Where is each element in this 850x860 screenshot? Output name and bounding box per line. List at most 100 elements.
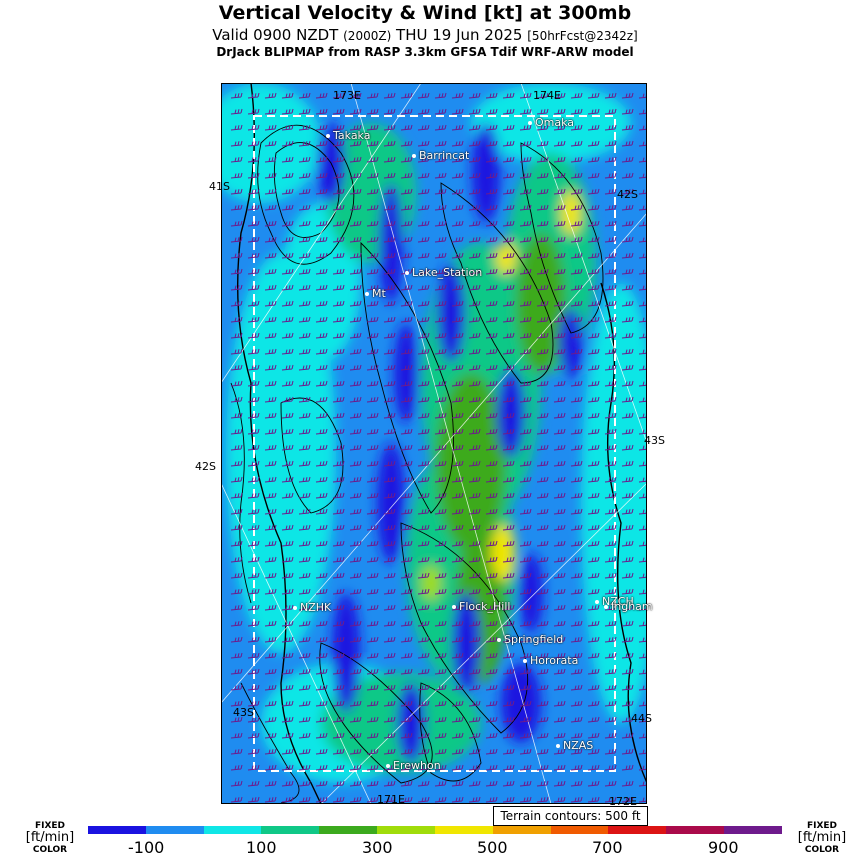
wind-barb xyxy=(230,796,243,803)
wind-barb xyxy=(230,332,243,339)
wind-barb xyxy=(536,172,549,179)
wind-barb xyxy=(519,492,532,499)
wind-barb xyxy=(349,316,362,323)
wind-barb xyxy=(451,540,464,547)
wind-barb xyxy=(400,412,413,419)
wind-barb xyxy=(332,540,345,547)
wind-barb xyxy=(485,172,498,179)
wind-barb xyxy=(519,428,532,435)
wind-barb xyxy=(536,108,549,115)
wind-barb xyxy=(468,540,481,547)
wind-barb xyxy=(400,220,413,227)
wind-barb xyxy=(536,188,549,195)
wind-barb xyxy=(519,268,532,275)
wind-barb xyxy=(264,540,277,547)
wind-barb xyxy=(230,668,243,675)
wind-barb xyxy=(587,140,600,147)
wind-barb xyxy=(553,444,566,451)
color-scale-segment xyxy=(608,826,667,834)
wind-barb xyxy=(536,444,549,451)
wind-barb xyxy=(400,684,413,691)
wind-barb xyxy=(451,764,464,771)
wind-barb xyxy=(366,188,379,195)
wind-barb xyxy=(570,540,583,547)
wind-barb xyxy=(604,604,617,611)
wind-barb xyxy=(621,732,634,739)
wind-barb xyxy=(383,588,396,595)
wind-barb xyxy=(570,124,583,131)
wind-barb xyxy=(264,780,277,787)
wind-barb xyxy=(298,636,311,643)
wind-barb xyxy=(587,172,600,179)
graticule xyxy=(221,83,647,804)
wind-barb xyxy=(400,348,413,355)
wind-barb xyxy=(349,652,362,659)
wind-barb xyxy=(519,668,532,675)
grid-label-171e: 171E xyxy=(377,793,405,806)
wind-barb xyxy=(383,780,396,787)
wind-barb xyxy=(621,476,634,483)
wind-barb xyxy=(536,492,549,499)
wind-barb xyxy=(536,364,549,371)
wind-barb xyxy=(230,108,243,115)
wind-barb xyxy=(349,668,362,675)
wind-barb xyxy=(434,764,447,771)
wind-barb xyxy=(281,764,294,771)
wind-barb xyxy=(400,716,413,723)
wind-barb xyxy=(230,428,243,435)
wind-barb xyxy=(604,348,617,355)
wind-barb xyxy=(536,428,549,435)
wind-barb xyxy=(366,252,379,259)
wind-barb xyxy=(281,748,294,755)
wind-barb xyxy=(587,364,600,371)
wind-barb xyxy=(315,124,328,131)
wind-barb xyxy=(366,604,379,611)
wind-barb xyxy=(434,636,447,643)
wind-barb xyxy=(536,300,549,307)
wind-barb xyxy=(349,380,362,387)
wind-barb xyxy=(604,444,617,451)
wind-barb xyxy=(281,604,294,611)
wind-barb xyxy=(502,540,515,547)
wind-barb xyxy=(604,732,617,739)
wind-barb xyxy=(281,236,294,243)
wind-barb xyxy=(349,444,362,451)
wind-barb xyxy=(638,461,647,467)
wind-barb xyxy=(366,652,379,659)
wind-barb xyxy=(434,604,447,611)
wind-barb xyxy=(485,748,498,755)
wind-barb xyxy=(434,556,447,563)
wind-barb xyxy=(536,780,549,787)
wind-barb xyxy=(536,524,549,531)
wind-barb xyxy=(553,380,566,387)
wind-barb xyxy=(298,604,311,611)
wind-barb xyxy=(502,748,515,755)
wind-barb xyxy=(281,284,294,291)
wind-barb xyxy=(315,252,328,259)
wind-barb xyxy=(332,236,345,243)
wind-barb xyxy=(468,572,481,579)
wind-barb xyxy=(434,204,447,211)
wind-barb xyxy=(468,268,481,275)
wind-barb xyxy=(621,492,634,499)
wind-barb xyxy=(349,364,362,371)
wind-barb xyxy=(230,188,243,195)
wind-barb xyxy=(332,732,345,739)
wind-barb xyxy=(349,268,362,275)
wind-barb xyxy=(570,220,583,227)
wind-barb xyxy=(400,476,413,483)
wind-barb xyxy=(485,796,498,803)
wind-barb xyxy=(570,380,583,387)
wind-barb xyxy=(332,140,345,147)
wind-barb xyxy=(502,268,515,275)
wind-barb xyxy=(332,684,345,691)
wind-barb xyxy=(621,332,634,339)
wind-barb xyxy=(451,332,464,339)
valid-main: Valid 0900 NZDT xyxy=(212,26,339,44)
wind-barb xyxy=(315,572,328,579)
wind-barb xyxy=(451,652,464,659)
wind-barb xyxy=(349,252,362,259)
wind-barb xyxy=(502,492,515,499)
wind-barb xyxy=(298,92,311,99)
wind-barb xyxy=(264,636,277,643)
